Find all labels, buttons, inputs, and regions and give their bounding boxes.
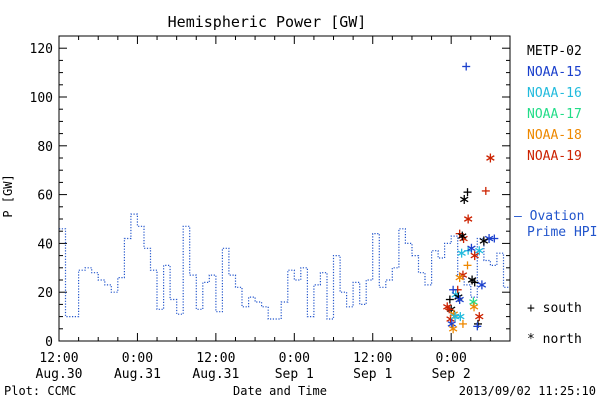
x-tick-label: Sep 1 xyxy=(353,367,392,382)
y-tick-label: 120 xyxy=(30,42,53,57)
x-tick-label: Sep 2 xyxy=(432,367,471,382)
point-north xyxy=(455,295,464,305)
x-tick-label: 0:00 xyxy=(279,351,310,366)
point-north xyxy=(443,302,452,312)
point-south xyxy=(481,186,490,195)
legend-satellite: NOAA-15 xyxy=(527,65,582,80)
point-north xyxy=(458,231,467,241)
star-mark xyxy=(479,238,489,244)
legend-ovation: — Ovation xyxy=(514,209,584,224)
legend-satellite: METP-02 xyxy=(527,44,582,59)
point-north xyxy=(469,302,479,312)
point-north xyxy=(475,312,484,322)
legend-satellite: NOAA-18 xyxy=(527,128,582,143)
star-mark xyxy=(443,304,452,310)
y-tick-label: 40 xyxy=(37,237,53,252)
point-south xyxy=(449,285,458,294)
star-mark xyxy=(446,316,455,322)
star-mark xyxy=(457,250,466,256)
x-tick-label: 12:00 xyxy=(196,351,235,366)
point-north xyxy=(448,324,458,334)
point-north xyxy=(469,297,478,307)
point-south xyxy=(473,322,482,331)
legend-satellite: NOAA-17 xyxy=(527,107,582,122)
legend-satellite: NOAA-19 xyxy=(527,149,582,164)
star-mark xyxy=(469,299,478,305)
point-south xyxy=(458,319,467,328)
point-north xyxy=(475,246,484,256)
x-tick-label: Sep 1 xyxy=(275,367,314,382)
point-north xyxy=(447,319,457,329)
point-north xyxy=(486,153,495,163)
star-mark xyxy=(470,252,479,259)
legend-ovation: Prime HPI xyxy=(527,225,597,240)
star-mark xyxy=(475,247,484,254)
point-north xyxy=(467,243,476,253)
x-tick-label: 0:00 xyxy=(122,351,153,366)
star-mark xyxy=(469,304,479,310)
axis-ticks: 02040608010012012:00Aug.300:00Aug.3112:0… xyxy=(30,35,511,382)
x-tick-label: Aug.31 xyxy=(192,367,239,382)
point-north xyxy=(470,251,479,261)
point-south xyxy=(470,278,479,287)
legend-satellite: NOAA-16 xyxy=(527,86,582,101)
point-north xyxy=(477,280,487,290)
star-mark xyxy=(467,245,476,252)
star-mark xyxy=(463,216,473,222)
star-mark xyxy=(447,321,457,327)
y-tick-label: 100 xyxy=(30,91,53,106)
point-south xyxy=(445,295,454,304)
point-north xyxy=(457,248,466,258)
legend-north: * north xyxy=(527,332,582,347)
x-tick-label: Aug.31 xyxy=(114,367,161,382)
point-north xyxy=(479,236,489,246)
star-mark xyxy=(484,235,494,242)
point-south xyxy=(463,188,472,197)
x-tick-label: 12:00 xyxy=(353,351,392,366)
y-tick-label: 60 xyxy=(37,189,53,204)
plot-credit: Plot: CCMC xyxy=(4,384,76,398)
plot-timestamp: 2013/09/02 11:25:10 xyxy=(459,384,596,398)
point-north xyxy=(463,214,473,224)
star-mark xyxy=(477,282,487,288)
point-north xyxy=(460,194,469,204)
plot-frame xyxy=(58,35,511,342)
x-tick-label: 12:00 xyxy=(39,351,78,366)
star-mark xyxy=(455,274,464,281)
y-axis-label: P [GW] xyxy=(1,174,15,217)
star-mark xyxy=(486,155,495,161)
point-south xyxy=(462,62,471,71)
x-tick-label: 0:00 xyxy=(436,351,467,366)
legend: METP-02 NOAA-15 NOAA-16 NOAA-17 NOAA-18 NOAA-… xyxy=(514,44,597,347)
star-mark xyxy=(458,233,467,239)
x-tick-label: Aug.30 xyxy=(36,367,83,382)
chart-title: Hemispheric Power [GW] xyxy=(168,13,367,31)
x-axis-label: Date and Time xyxy=(233,384,327,398)
star-mark xyxy=(475,313,484,320)
point-south xyxy=(490,234,499,243)
star-mark xyxy=(448,325,458,332)
point-north xyxy=(455,273,464,283)
star-mark xyxy=(460,196,469,203)
y-tick-label: 80 xyxy=(37,140,53,155)
ovation-series xyxy=(59,213,510,320)
ovation-line xyxy=(59,213,510,320)
star-mark xyxy=(456,313,465,320)
y-tick-label: 20 xyxy=(37,286,53,301)
point-south xyxy=(463,261,472,270)
star-mark xyxy=(455,296,464,303)
satellite-points xyxy=(443,62,499,334)
y-tick-label: 0 xyxy=(45,335,53,350)
point-north xyxy=(456,312,465,322)
point-south xyxy=(445,305,454,314)
legend-south: + south xyxy=(527,301,582,316)
